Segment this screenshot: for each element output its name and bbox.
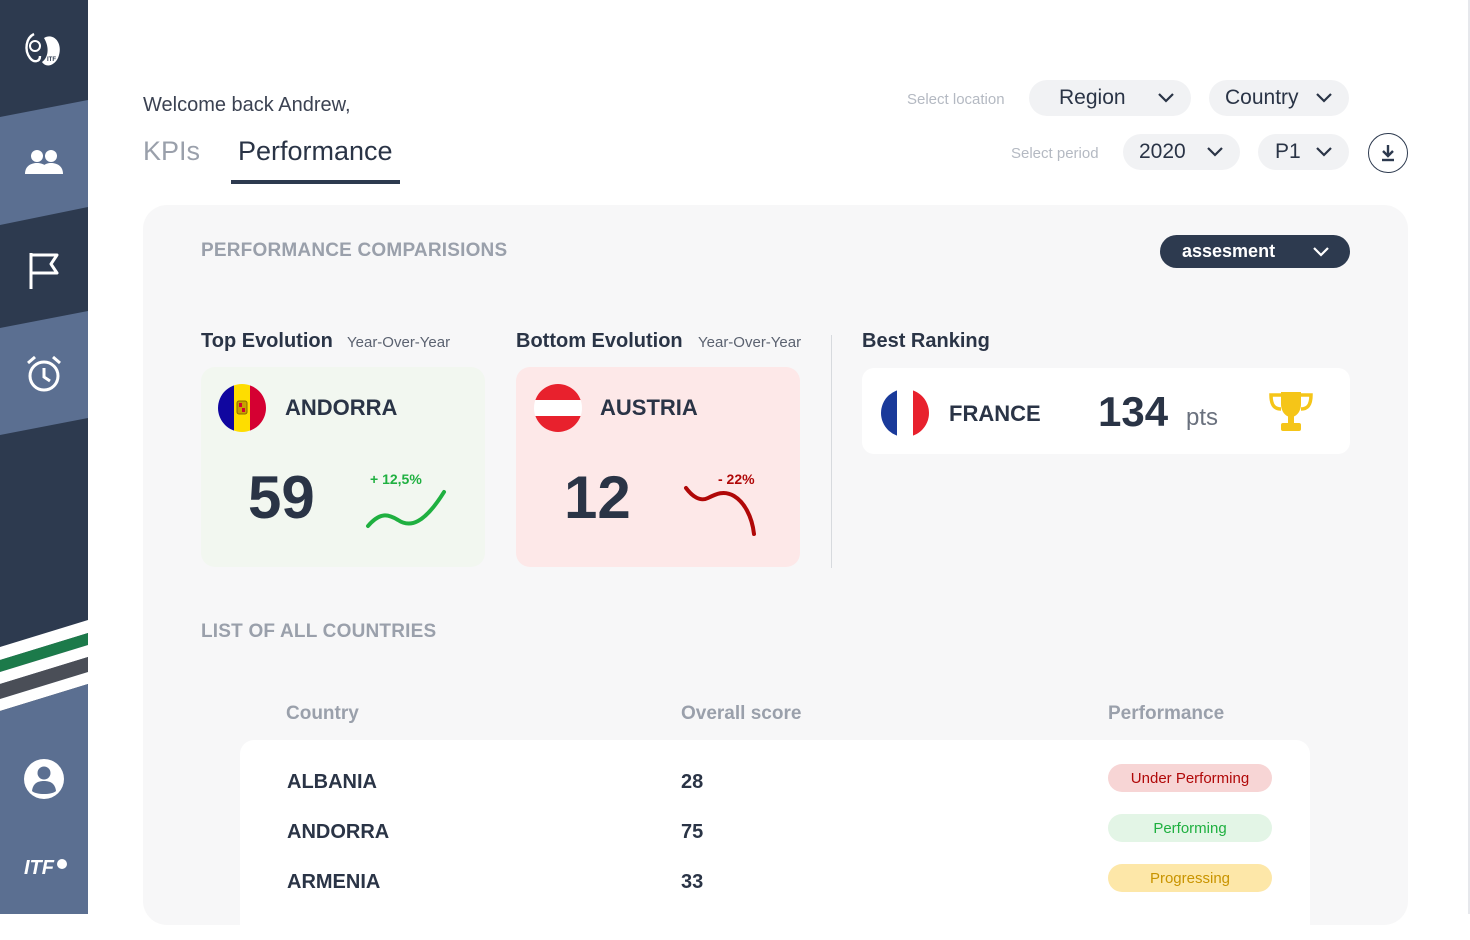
alarm-clock-icon[interactable] [22, 352, 66, 396]
performance-comparisons-title: PERFORMANCE COMPARISIONS [201, 240, 508, 261]
select-period-label: Select period [1011, 145, 1099, 162]
status-badge: Under Performing [1108, 764, 1272, 792]
top-evolution-heading: Top Evolution [201, 330, 333, 352]
itf-footer-text: ITF [24, 856, 54, 879]
row-score: 28 [681, 771, 704, 793]
row-country: ANDORRA [287, 821, 390, 843]
window-edge [1468, 0, 1470, 914]
bottom-evolution-subheading: Year-Over-Year [698, 334, 802, 351]
itf-logo-icon[interactable]: ITF [20, 28, 66, 74]
flag-icon[interactable] [22, 248, 66, 292]
list-of-countries-title: LIST OF ALL COUNTRIES [201, 621, 437, 642]
itf-footer-logo: ITF [20, 846, 72, 890]
tab-kpis[interactable]: KPIs [143, 136, 201, 166]
country-dropdown[interactable]: Country [1209, 80, 1349, 116]
best-ranking-unit: pts [1186, 404, 1219, 431]
chevron-down-icon [1158, 93, 1174, 103]
section-divider [831, 335, 832, 568]
period-value: P1 [1275, 140, 1301, 163]
top-evolution-country: ANDORRA [285, 395, 398, 420]
year-dropdown[interactable]: 2020 [1123, 134, 1240, 170]
row-score: 75 [681, 821, 704, 843]
status-badge: Performing [1108, 814, 1272, 842]
best-ranking-heading: Best Ranking [862, 330, 990, 352]
chevron-down-icon [1313, 246, 1329, 257]
trend-up-line [366, 490, 446, 528]
users-icon[interactable] [22, 141, 66, 185]
top-evolution-subheading: Year-Over-Year [347, 334, 451, 351]
year-value: 2020 [1139, 140, 1186, 163]
bottom-evolution-score: 12 [564, 464, 631, 531]
tab-performance[interactable]: Performance [238, 136, 393, 166]
bottom-evolution-delta: - 22% [718, 471, 755, 487]
select-location-label: Select location [907, 91, 1005, 108]
trend-down-line [684, 486, 756, 536]
france-flag-icon [881, 389, 929, 437]
row-score: 33 [681, 871, 704, 893]
row-country: ARMENIA [287, 871, 381, 893]
region-value: Region [1059, 86, 1126, 109]
metric-dropdown[interactable]: assesment [1160, 235, 1350, 268]
period-dropdown[interactable]: P1 [1258, 134, 1349, 170]
metric-value: assesment [1182, 241, 1276, 261]
best-ranking-points: 134 [1098, 388, 1169, 435]
andorra-flag-icon [218, 384, 266, 432]
svg-text:ITF: ITF [47, 57, 56, 63]
column-header-performance[interactable]: Performance [1108, 703, 1225, 724]
top-evolution-score: 59 [248, 464, 315, 531]
column-header-country[interactable]: Country [286, 703, 359, 724]
bottom-evolution-heading: Bottom Evolution [516, 330, 683, 352]
trophy-icon [1269, 392, 1313, 431]
row-country: ALBANIA [287, 771, 377, 793]
sidebar: ITF ITF [0, 0, 88, 914]
user-profile-icon[interactable] [22, 757, 66, 801]
active-tab-indicator [231, 180, 400, 184]
best-ranking-country: FRANCE [949, 401, 1041, 426]
region-dropdown[interactable]: Region [1029, 80, 1191, 116]
country-value: Country [1225, 86, 1299, 109]
austria-flag-icon [534, 384, 582, 432]
download-icon [1382, 145, 1394, 162]
chevron-down-icon [1207, 147, 1223, 157]
download-button[interactable] [1368, 133, 1408, 173]
bottom-evolution-country: AUSTRIA [600, 395, 698, 420]
column-header-overall-score[interactable]: Overall score [681, 703, 802, 724]
best-ranking-card[interactable] [862, 368, 1350, 454]
welcome-message: Welcome back Andrew, [143, 94, 351, 116]
chevron-down-icon [1316, 93, 1332, 103]
top-evolution-delta: + 12,5% [370, 471, 422, 487]
status-badge: Progressing [1108, 864, 1272, 892]
chevron-down-icon [1316, 147, 1332, 157]
